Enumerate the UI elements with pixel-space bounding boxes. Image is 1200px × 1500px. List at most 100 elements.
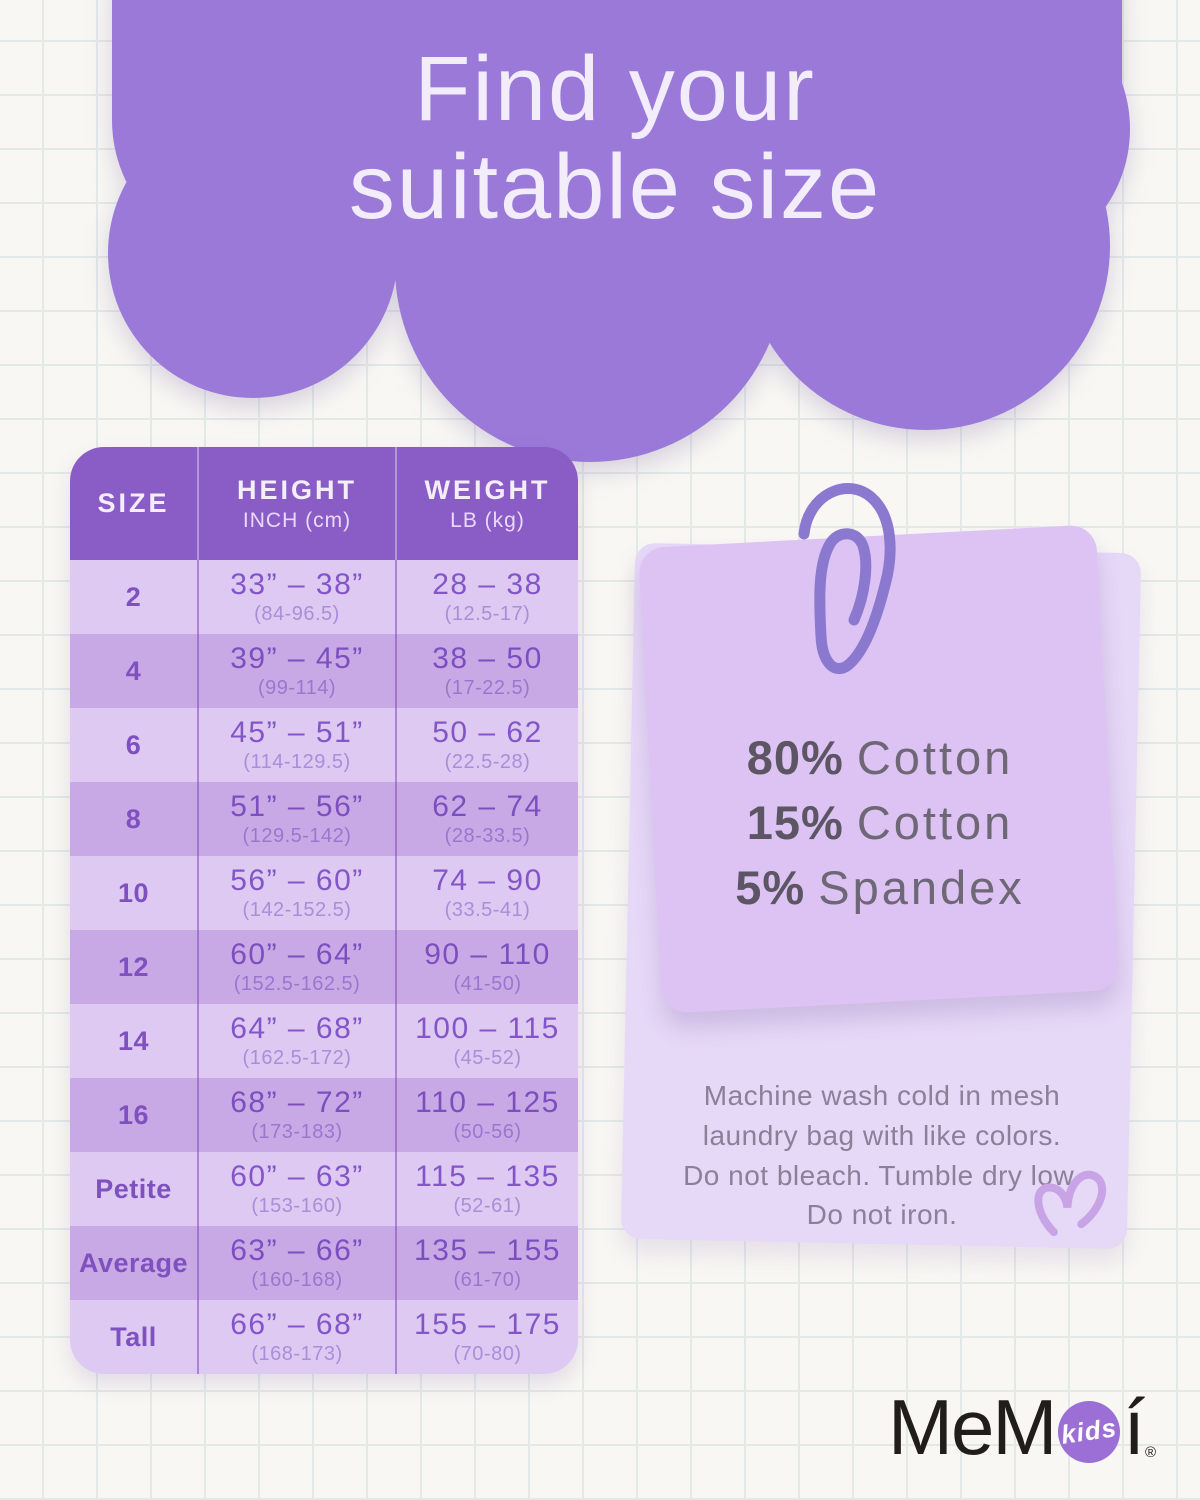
table-row: Tall 66” – 68” (168-173) 155 – 175 (70-8…: [70, 1300, 578, 1374]
height-cm: (168-173): [251, 1343, 343, 1365]
height-cell: 68” – 72” (173-183): [197, 1078, 395, 1152]
height-inches: 68” – 72”: [230, 1086, 364, 1119]
weight-kg: (50-56): [453, 1121, 522, 1143]
size-cell: Petite: [70, 1152, 197, 1226]
size-cell: 16: [70, 1078, 197, 1152]
size-cell: Average: [70, 1226, 197, 1300]
kids-badge-label: kids: [1059, 1412, 1120, 1451]
size-value: 16: [117, 1099, 150, 1130]
height-cell: 39” – 45” (99-114): [197, 634, 395, 708]
height-cm: (142-152.5): [242, 899, 352, 921]
weight-kg: (12.5-17): [444, 603, 531, 625]
height-cm: (173-183): [251, 1121, 343, 1143]
height-inches: 33” – 38”: [230, 568, 364, 601]
size-value: 4: [125, 655, 142, 686]
height-inches: 51” – 56”: [230, 790, 364, 823]
table-row: 14 64” – 68” (162.5-172) 100 – 115 (45-5…: [70, 1004, 578, 1078]
care-instructions: Machine wash cold in mesh laundry bag wi…: [683, 1080, 1081, 1231]
weight-cell: 100 – 115 (45-52): [395, 1004, 578, 1078]
size-cell: 2: [70, 560, 197, 634]
height-cell: 60” – 64” (152.5-162.5): [197, 930, 395, 1004]
weight-cell: 74 – 90 (33.5-41): [395, 856, 578, 930]
weight-lb: 50 – 62: [432, 716, 543, 749]
weight-lb: 74 – 90: [432, 864, 543, 897]
page-title: Find your suitable size: [110, 40, 1120, 237]
size-value: 10: [117, 877, 150, 908]
size-cell: 14: [70, 1004, 197, 1078]
weight-cell: 38 – 50 (17-22.5): [395, 634, 578, 708]
table-body: 2 33” – 38” (84-96.5) 28 – 38 (12.5-17) …: [70, 560, 578, 1374]
weight-lb: 90 – 110: [424, 938, 551, 971]
column-header-size: SIZE: [97, 488, 170, 518]
height-cm: (129.5-142): [242, 825, 352, 847]
size-value: Petite: [95, 1173, 172, 1204]
weight-kg: (22.5-28): [444, 751, 531, 773]
size-value: 8: [125, 803, 142, 834]
height-cm: (162.5-172): [242, 1047, 352, 1069]
height-inches: 66” – 68”: [230, 1308, 364, 1341]
heart-icon: [1034, 1170, 1107, 1237]
kids-badge: kids: [1058, 1400, 1121, 1463]
size-chart-table: SIZE HEIGHT INCH (cm) WEIGHT LB (kg) 2 3…: [70, 447, 578, 1374]
weight-cell: 50 – 62 (22.5-28): [395, 708, 578, 782]
weight-lb: 38 – 50: [432, 642, 543, 675]
weight-cell: 135 – 155 (61-70): [395, 1226, 578, 1300]
weight-kg: (61-70): [453, 1269, 522, 1291]
weight-lb: 155 – 175: [414, 1308, 561, 1341]
size-value: 6: [125, 729, 142, 760]
weight-kg: (17-22.5): [444, 677, 531, 699]
size-cell: Tall: [70, 1300, 197, 1374]
weight-kg: (41-50): [453, 973, 522, 995]
composition-line: 80% Cotton: [746, 731, 1014, 784]
logo-text-i: í: [1123, 1383, 1145, 1471]
weight-kg: (70-80): [453, 1343, 522, 1365]
size-cell: 10: [70, 856, 197, 930]
table-row: Petite 60” – 63” (153-160) 115 – 135 (52…: [70, 1152, 578, 1226]
height-cell: 45” – 51” (114-129.5): [197, 708, 395, 782]
weight-cell: 28 – 38 (12.5-17): [395, 560, 578, 634]
height-cell: 63” – 66” (160-168): [197, 1226, 395, 1300]
height-inches: 45” – 51”: [230, 716, 364, 749]
size-value: Average: [78, 1247, 189, 1278]
table-row: 4 39” – 45” (99-114) 38 – 50 (17-22.5): [70, 634, 578, 708]
size-value: 2: [125, 581, 142, 612]
weight-lb: 100 – 115: [415, 1012, 560, 1045]
weight-kg: (52-61): [453, 1195, 522, 1217]
size-value: 14: [117, 1025, 150, 1056]
height-inches: 60” – 63”: [230, 1160, 364, 1193]
height-cell: 33” – 38” (84-96.5): [197, 560, 395, 634]
weight-lb: 62 – 74: [432, 790, 543, 823]
height-cell: 56” – 60” (142-152.5): [197, 856, 395, 930]
weight-lb: 28 – 38: [432, 568, 543, 601]
weight-cell: 110 – 125 (50-56): [395, 1078, 578, 1152]
size-value: Tall: [110, 1321, 157, 1352]
weight-lb: 115 – 135: [415, 1160, 560, 1193]
height-cm: (153-160): [251, 1195, 343, 1217]
height-cell: 64” – 68” (162.5-172): [197, 1004, 395, 1078]
fabric-composition: 80% Cotton 15% Cotton 5% Spandex: [660, 726, 1100, 921]
height-cm: (152.5-162.5): [233, 973, 361, 995]
composition-line: 5% Spandex: [735, 860, 1025, 914]
weight-lb: 110 – 125: [415, 1086, 560, 1119]
height-inches: 63” – 66”: [230, 1234, 364, 1267]
table-row: 12 60” – 64” (152.5-162.5) 90 – 110 (41-…: [70, 930, 578, 1004]
title-line-1: Find your: [414, 38, 816, 140]
logo-text-mem: MeM: [888, 1383, 1057, 1471]
composition-line: 15% Cotton: [746, 795, 1014, 849]
table-row: Average 63” – 66” (160-168) 135 – 155 (6…: [70, 1226, 578, 1300]
weight-cell: 62 – 74 (28-33.5): [395, 782, 578, 856]
table-header: SIZE HEIGHT INCH (cm) WEIGHT LB (kg): [70, 447, 578, 560]
table-row: 16 68” – 72” (173-183) 110 – 125 (50-56): [70, 1078, 578, 1152]
size-cell: 4: [70, 634, 197, 708]
height-cell: 51” – 56” (129.5-142): [197, 782, 395, 856]
size-cell: 8: [70, 782, 197, 856]
height-cm: (99-114): [257, 677, 337, 699]
size-value: 12: [117, 951, 150, 982]
weight-cell: 155 – 175 (70-80): [395, 1300, 578, 1374]
registered-mark: ®: [1145, 1443, 1157, 1461]
weight-cell: 115 – 135 (52-61): [395, 1152, 578, 1226]
paperclip-icon: [798, 483, 896, 674]
column-header-weight: WEIGHT LB (kg): [395, 447, 578, 560]
title-line-2: suitable size: [348, 136, 882, 239]
